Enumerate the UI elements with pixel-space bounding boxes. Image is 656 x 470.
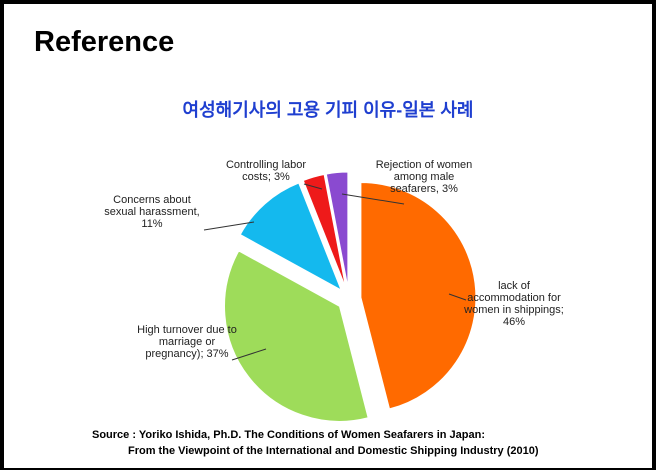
- source-line: Source : Yoriko Ishida, Ph.D. The Condit…: [92, 429, 486, 441]
- pie-slice: [325, 171, 349, 288]
- leader-line: [231, 348, 267, 361]
- leader-line: [203, 221, 255, 231]
- leader-line: [303, 183, 323, 190]
- leader-line: [448, 293, 467, 301]
- chart-title: 여성해기사의 고용 기피 이유-일본 사례: [182, 100, 474, 120]
- pie-slice: [302, 173, 347, 288]
- data-label: lack of accommodation for women in shipp…: [464, 280, 564, 328]
- pie-slice: [360, 181, 477, 410]
- pie-slice: [224, 250, 369, 422]
- page-title: Reference: [34, 26, 175, 58]
- data-label: Concerns about sexual harassment, 11%: [104, 194, 200, 230]
- source-line: From the Viewpoint of the International …: [128, 445, 539, 457]
- data-label: High turnover due to marriage or pregnan…: [137, 324, 237, 360]
- chart: [203, 171, 477, 422]
- pie-slice: [239, 182, 343, 292]
- data-label: Controlling labor costs; 3%: [225, 159, 307, 183]
- data-label: Rejection of women among male seafarers,…: [375, 159, 473, 195]
- leader-line: [341, 193, 405, 205]
